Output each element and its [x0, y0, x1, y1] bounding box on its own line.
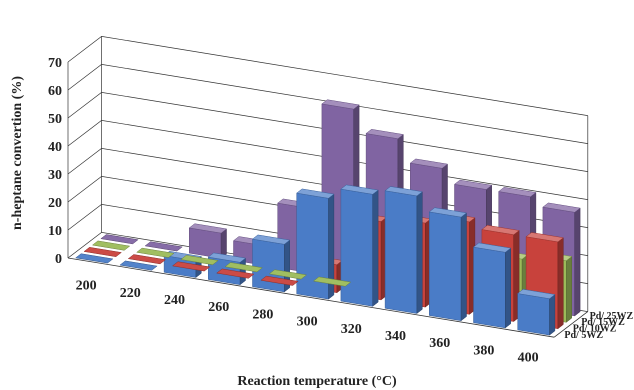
- bar: [517, 289, 556, 336]
- x-tick-label: 400: [518, 351, 539, 366]
- series-label: Pd/ 15WZ: [581, 317, 625, 328]
- bar-zero-tile: [180, 255, 219, 265]
- x-tick-label: 300: [297, 315, 318, 330]
- y-axis-title: n-heptane convertion (%): [10, 76, 25, 230]
- bar-zero-tile: [127, 254, 167, 265]
- bar: [296, 188, 335, 300]
- x-tick-label: 320: [341, 322, 362, 337]
- x-tick-label: 260: [208, 300, 229, 315]
- bar: [340, 184, 379, 307]
- bar-zero-tile: [136, 247, 175, 258]
- floor-edge: [553, 311, 589, 338]
- x-axis-title: Reaction temperature (°C): [237, 374, 397, 389]
- bar: [188, 223, 228, 259]
- y-tick-label: 30: [48, 168, 62, 183]
- bar: [472, 242, 512, 329]
- bar: [384, 186, 423, 315]
- bar-zero-tile: [216, 268, 255, 279]
- bar-zero-tile: [83, 247, 122, 257]
- series-label: Pd/ 5WZ: [564, 330, 603, 341]
- series-label: Pd/ 10WZ: [573, 324, 617, 335]
- bar-zero-tile: [224, 262, 263, 273]
- y-tick-label: 20: [48, 196, 62, 211]
- bar: [428, 207, 468, 322]
- bar-zero-tile: [75, 253, 114, 264]
- floor-edge: [67, 257, 555, 338]
- x-tick-label: 220: [120, 286, 141, 301]
- y-tick-label: 0: [55, 252, 62, 267]
- x-tick-label: 340: [385, 329, 406, 344]
- y-tick-label: 50: [48, 112, 62, 127]
- bar-zero-tile: [171, 261, 211, 272]
- bar-zero-tile: [260, 275, 299, 286]
- y-tick-label: 40: [48, 140, 62, 155]
- bar-zero-tile: [91, 240, 131, 251]
- bar-zero-tile: [268, 269, 308, 280]
- x-tick-label: 380: [473, 343, 494, 358]
- bar-zero-tile: [100, 234, 139, 245]
- x-tick-label: 280: [252, 307, 273, 322]
- bar-zero-tile: [312, 276, 352, 287]
- x-tick-label: 240: [164, 293, 185, 308]
- y-tick-label: 70: [48, 56, 62, 71]
- x-tick-label: 200: [76, 279, 97, 294]
- bar-zero-tile: [144, 241, 183, 252]
- bar-zero-tile: [119, 260, 158, 271]
- x-tick-label: 360: [429, 336, 450, 351]
- series-label: Pd/ 25WZ: [590, 311, 634, 322]
- y-tick-label: 60: [48, 84, 62, 99]
- y-tick-label: 10: [48, 224, 62, 239]
